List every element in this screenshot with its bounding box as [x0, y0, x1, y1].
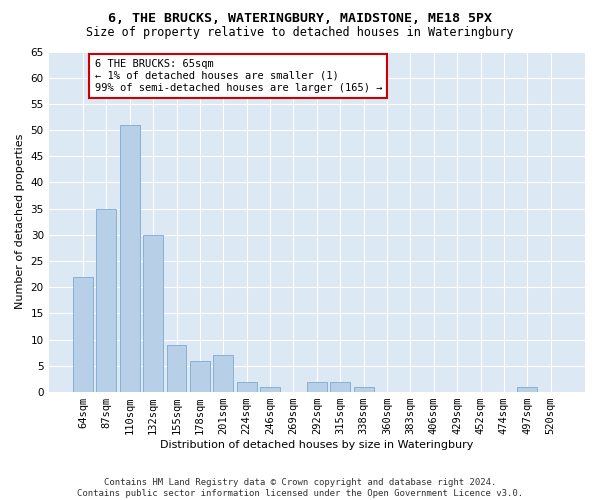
Bar: [330, 382, 350, 392]
Bar: [73, 277, 93, 392]
Text: Size of property relative to detached houses in Wateringbury: Size of property relative to detached ho…: [86, 26, 514, 39]
Text: 6, THE BRUCKS, WATERINGBURY, MAIDSTONE, ME18 5PX: 6, THE BRUCKS, WATERINGBURY, MAIDSTONE, …: [108, 12, 492, 26]
Bar: [167, 345, 187, 392]
Bar: [307, 382, 327, 392]
Bar: [260, 387, 280, 392]
Bar: [190, 360, 210, 392]
X-axis label: Distribution of detached houses by size in Wateringbury: Distribution of detached houses by size …: [160, 440, 473, 450]
Bar: [143, 235, 163, 392]
Y-axis label: Number of detached properties: Number of detached properties: [15, 134, 25, 310]
Text: Contains HM Land Registry data © Crown copyright and database right 2024.
Contai: Contains HM Land Registry data © Crown c…: [77, 478, 523, 498]
Bar: [517, 387, 537, 392]
Bar: [120, 125, 140, 392]
Bar: [214, 356, 233, 392]
Bar: [237, 382, 257, 392]
Bar: [97, 208, 116, 392]
Bar: [353, 387, 374, 392]
Text: 6 THE BRUCKS: 65sqm
← 1% of detached houses are smaller (1)
99% of semi-detached: 6 THE BRUCKS: 65sqm ← 1% of detached hou…: [95, 60, 382, 92]
